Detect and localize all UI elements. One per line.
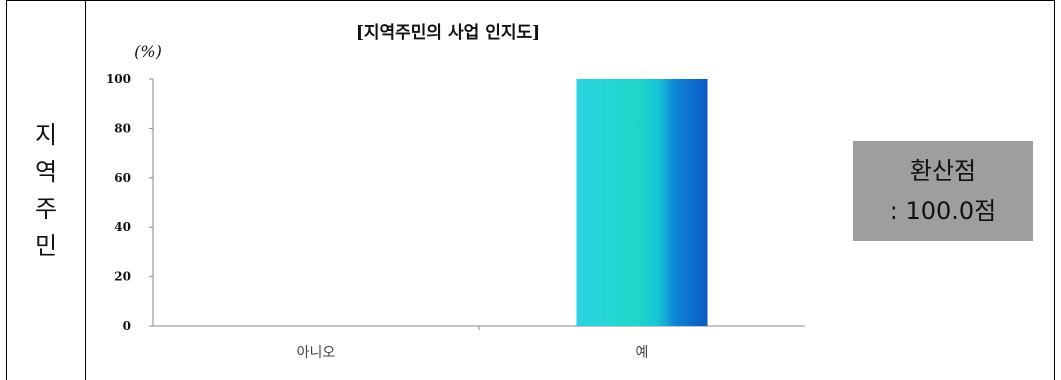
row-label-char: 민: [34, 232, 58, 260]
y-tick-label: 60: [114, 171, 131, 185]
row-label-char: 역: [34, 158, 58, 186]
column-divider: [85, 0, 86, 380]
table-frame: [6, 0, 1055, 380]
bar-chart: [지역주민의 사업 인지도] (%) 0 20 40 60 80 100 아니오 예: [106, 23, 805, 361]
y-tick-label: 0: [123, 319, 131, 333]
x-tick-label: 아니오: [297, 345, 336, 361]
x-tick-label: 예: [636, 345, 649, 361]
y-tick-label: 100: [106, 72, 131, 86]
score-value: : 100.0점: [889, 197, 997, 225]
y-axis-label: (%): [134, 42, 162, 61]
row-label-char: 지: [34, 121, 58, 149]
y-tick-label: 40: [114, 220, 131, 234]
y-tick-label: 20: [114, 270, 131, 284]
score-box: 환산점 : 100.0점: [853, 141, 1033, 241]
y-tick-label: 80: [114, 121, 131, 135]
bar-2: [576, 79, 708, 326]
row-label: 지 역 주 민: [26, 117, 66, 265]
score-title: 환산점: [909, 157, 977, 185]
row-label-char: 주: [34, 195, 58, 223]
chart-title: [지역주민의 사업 인지도]: [356, 23, 540, 43]
